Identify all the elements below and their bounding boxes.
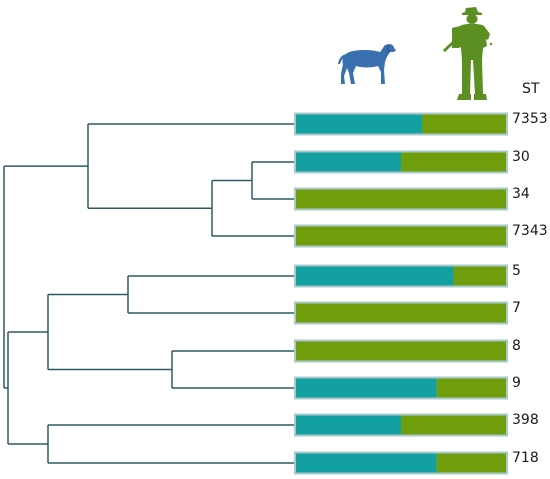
bar-row-7353 <box>294 112 508 136</box>
dog-share-segment <box>296 378 437 398</box>
human-share-segment <box>436 453 506 473</box>
dog-share-segment <box>296 415 401 435</box>
st-label-9: 9 <box>512 375 521 391</box>
st-label-7353: 7353 <box>512 111 548 127</box>
human-share-segment <box>453 266 506 286</box>
bar-row-34 <box>294 187 508 211</box>
bar-row-5 <box>294 264 508 288</box>
human-share-segment <box>296 226 506 246</box>
human-share-segment <box>436 378 506 398</box>
human-share-segment <box>296 341 506 361</box>
st-labels: 7353 30 34 7343 5 7 8 9 398 718 <box>512 111 548 466</box>
bar-row-7343 <box>294 224 508 248</box>
st-label-7: 7 <box>512 300 521 316</box>
st-label-8: 8 <box>512 338 521 354</box>
bar-row-9 <box>294 376 508 400</box>
bar-row-718 <box>294 451 508 475</box>
dog-share-segment <box>296 114 422 134</box>
bar-row-8 <box>294 339 508 363</box>
bar-row-30 <box>294 150 508 174</box>
hunter-icon <box>443 7 493 100</box>
header: ST <box>338 7 540 100</box>
st-label-5: 5 <box>512 263 521 279</box>
dog-share-segment <box>296 266 454 286</box>
st-column-header: ST <box>522 81 540 97</box>
dendrogram-tree <box>3 123 294 464</box>
dog-icon <box>338 44 396 84</box>
human-share-segment <box>401 415 506 435</box>
host-share-bars <box>294 112 508 475</box>
st-label-718: 718 <box>512 450 539 466</box>
st-label-7343: 7343 <box>512 223 548 239</box>
human-share-segment <box>422 114 506 134</box>
bar-row-398 <box>294 413 508 437</box>
human-share-segment <box>296 303 506 323</box>
human-share-segment <box>296 189 506 209</box>
dog-share-segment <box>296 152 401 172</box>
st-label-398: 398 <box>512 412 539 428</box>
st-label-30: 30 <box>512 149 530 165</box>
dog-share-segment <box>296 453 437 473</box>
bar-row-7 <box>294 301 508 325</box>
st-label-34: 34 <box>512 186 530 202</box>
human-share-segment <box>401 152 506 172</box>
